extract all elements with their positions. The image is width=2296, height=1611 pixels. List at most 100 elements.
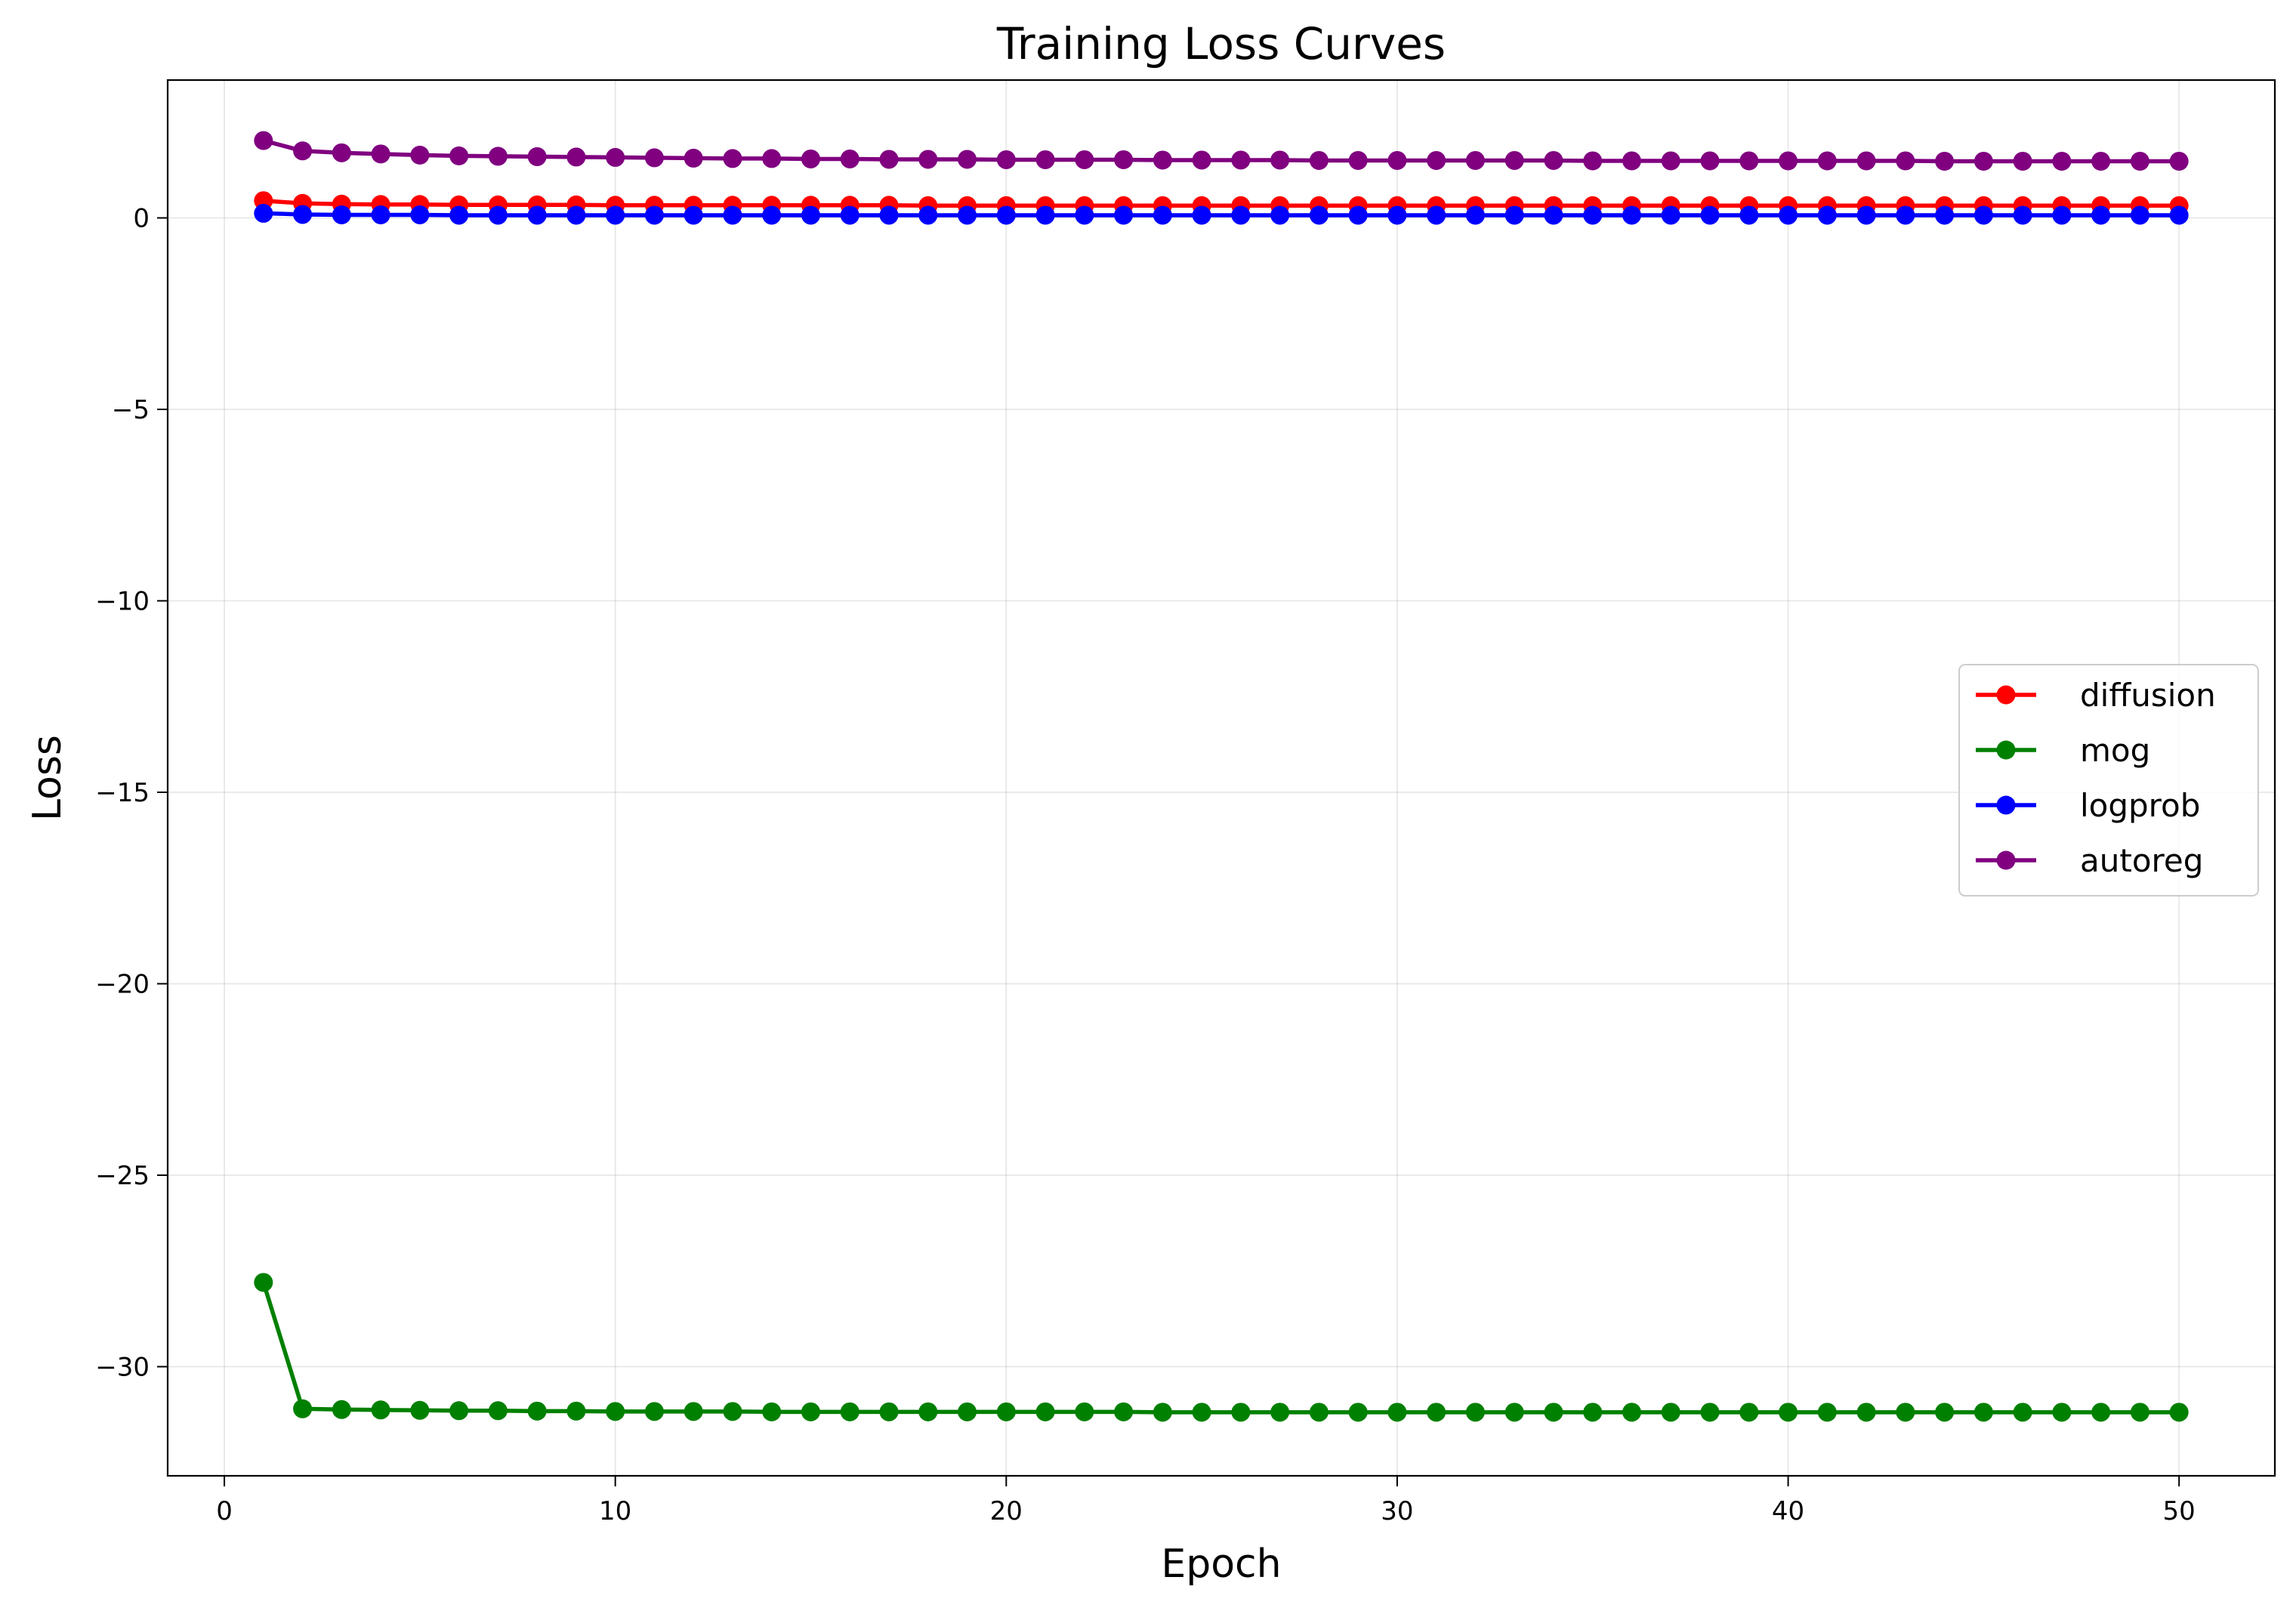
data-point-mog xyxy=(1192,1403,1211,1422)
data-point-autoreg xyxy=(840,149,859,168)
x-tick-label: 20 xyxy=(990,1496,1023,1526)
data-point-logprob xyxy=(1387,205,1407,225)
data-point-mog xyxy=(840,1402,859,1421)
data-point-logprob xyxy=(762,205,782,225)
data-point-logprob xyxy=(1192,205,1211,225)
data-point-mog xyxy=(566,1401,586,1421)
data-point-mog xyxy=(449,1401,469,1421)
data-point-logprob xyxy=(996,205,1016,225)
data-point-autoreg xyxy=(449,146,469,165)
data-point-logprob xyxy=(1309,205,1329,225)
data-point-autoreg xyxy=(1309,150,1329,170)
data-point-logprob xyxy=(1700,205,1720,225)
data-point-logprob xyxy=(1661,205,1680,225)
x-tick-label: 10 xyxy=(599,1496,631,1526)
data-point-mog xyxy=(1583,1403,1603,1422)
data-point-mog xyxy=(293,1399,313,1418)
data-point-logprob xyxy=(606,205,625,225)
data-point-mog xyxy=(1387,1403,1407,1422)
data-point-mog xyxy=(1035,1402,1055,1421)
data-point-autoreg xyxy=(1896,151,1915,171)
legend-label-diffusion: diffusion xyxy=(2080,677,2216,714)
data-point-autoreg xyxy=(2052,151,2072,171)
y-tick-label: −20 xyxy=(95,970,150,1000)
data-point-logprob xyxy=(488,205,508,225)
data-point-mog xyxy=(1114,1402,1134,1421)
data-point-autoreg xyxy=(1739,151,1759,171)
legend-entry-mog: mog xyxy=(1976,732,2150,769)
data-point-mog xyxy=(1700,1403,1720,1422)
data-point-mog xyxy=(801,1402,820,1421)
data-point-logprob xyxy=(2169,205,2189,225)
data-point-autoreg xyxy=(332,143,351,162)
data-point-logprob xyxy=(1739,205,1759,225)
data-point-autoreg xyxy=(1114,150,1134,169)
data-point-autoreg xyxy=(1231,150,1251,170)
data-point-logprob xyxy=(2013,205,2032,225)
data-point-logprob xyxy=(1622,205,1642,225)
y-tick-label: −15 xyxy=(95,778,150,808)
data-point-autoreg xyxy=(1387,150,1407,170)
data-point-autoreg xyxy=(1817,151,1837,171)
data-point-logprob xyxy=(1465,205,1485,225)
data-point-mog xyxy=(527,1401,547,1421)
data-point-autoreg xyxy=(1856,151,1876,171)
data-point-mog xyxy=(1231,1403,1251,1422)
legend-box xyxy=(1958,664,2259,897)
data-point-logprob xyxy=(1583,205,1603,225)
data-point-autoreg xyxy=(958,150,977,169)
data-point-mog xyxy=(2169,1403,2189,1422)
legend-label-mog: mog xyxy=(2080,732,2150,769)
x-tick-label: 0 xyxy=(216,1496,233,1526)
x-tick-label: 50 xyxy=(2163,1496,2196,1526)
data-point-autoreg xyxy=(293,141,313,161)
data-point-autoreg xyxy=(1270,150,1290,170)
data-point-mog xyxy=(1270,1403,1290,1422)
data-point-autoreg xyxy=(488,147,508,166)
data-point-mog xyxy=(332,1400,351,1419)
data-point-logprob xyxy=(801,205,820,225)
data-point-autoreg xyxy=(2130,151,2149,171)
data-point-mog xyxy=(2052,1403,2072,1422)
data-point-mog xyxy=(918,1402,938,1421)
data-point-mog xyxy=(644,1402,664,1421)
data-point-logprob xyxy=(1075,205,1094,225)
data-point-logprob xyxy=(566,205,586,225)
data-point-mog xyxy=(996,1402,1016,1421)
data-point-mog xyxy=(1779,1403,1798,1422)
data-point-mog xyxy=(1075,1402,1094,1421)
data-point-mog xyxy=(1427,1403,1446,1422)
data-point-mog xyxy=(958,1402,977,1421)
data-point-logprob xyxy=(1231,205,1251,225)
data-point-logprob xyxy=(293,205,313,224)
data-point-logprob xyxy=(1153,205,1172,225)
data-point-autoreg xyxy=(606,147,625,167)
data-point-autoreg xyxy=(644,148,664,168)
data-point-logprob xyxy=(723,205,742,225)
data-point-mog xyxy=(1153,1403,1172,1422)
data-point-autoreg xyxy=(410,145,430,165)
data-point-logprob xyxy=(527,205,547,225)
data-point-logprob xyxy=(449,205,469,225)
data-point-mog xyxy=(2013,1403,2032,1422)
data-point-autoreg xyxy=(1153,150,1172,170)
data-point-autoreg xyxy=(1544,150,1563,170)
data-point-mog xyxy=(488,1401,508,1421)
series-autoreg xyxy=(254,131,2189,171)
data-point-mog xyxy=(1465,1403,1485,1422)
data-point-mog xyxy=(1817,1403,1837,1422)
data-point-mog xyxy=(410,1400,430,1420)
data-point-autoreg xyxy=(762,149,782,168)
data-point-logprob xyxy=(332,205,351,224)
data-point-logprob xyxy=(644,205,664,225)
data-point-autoreg xyxy=(1779,151,1798,171)
data-point-mog xyxy=(762,1402,782,1421)
data-point-logprob xyxy=(1427,205,1446,225)
data-point-autoreg xyxy=(1583,151,1603,171)
data-point-autoreg xyxy=(1661,151,1680,171)
data-point-logprob xyxy=(1270,205,1290,225)
data-point-mog xyxy=(2130,1403,2149,1422)
